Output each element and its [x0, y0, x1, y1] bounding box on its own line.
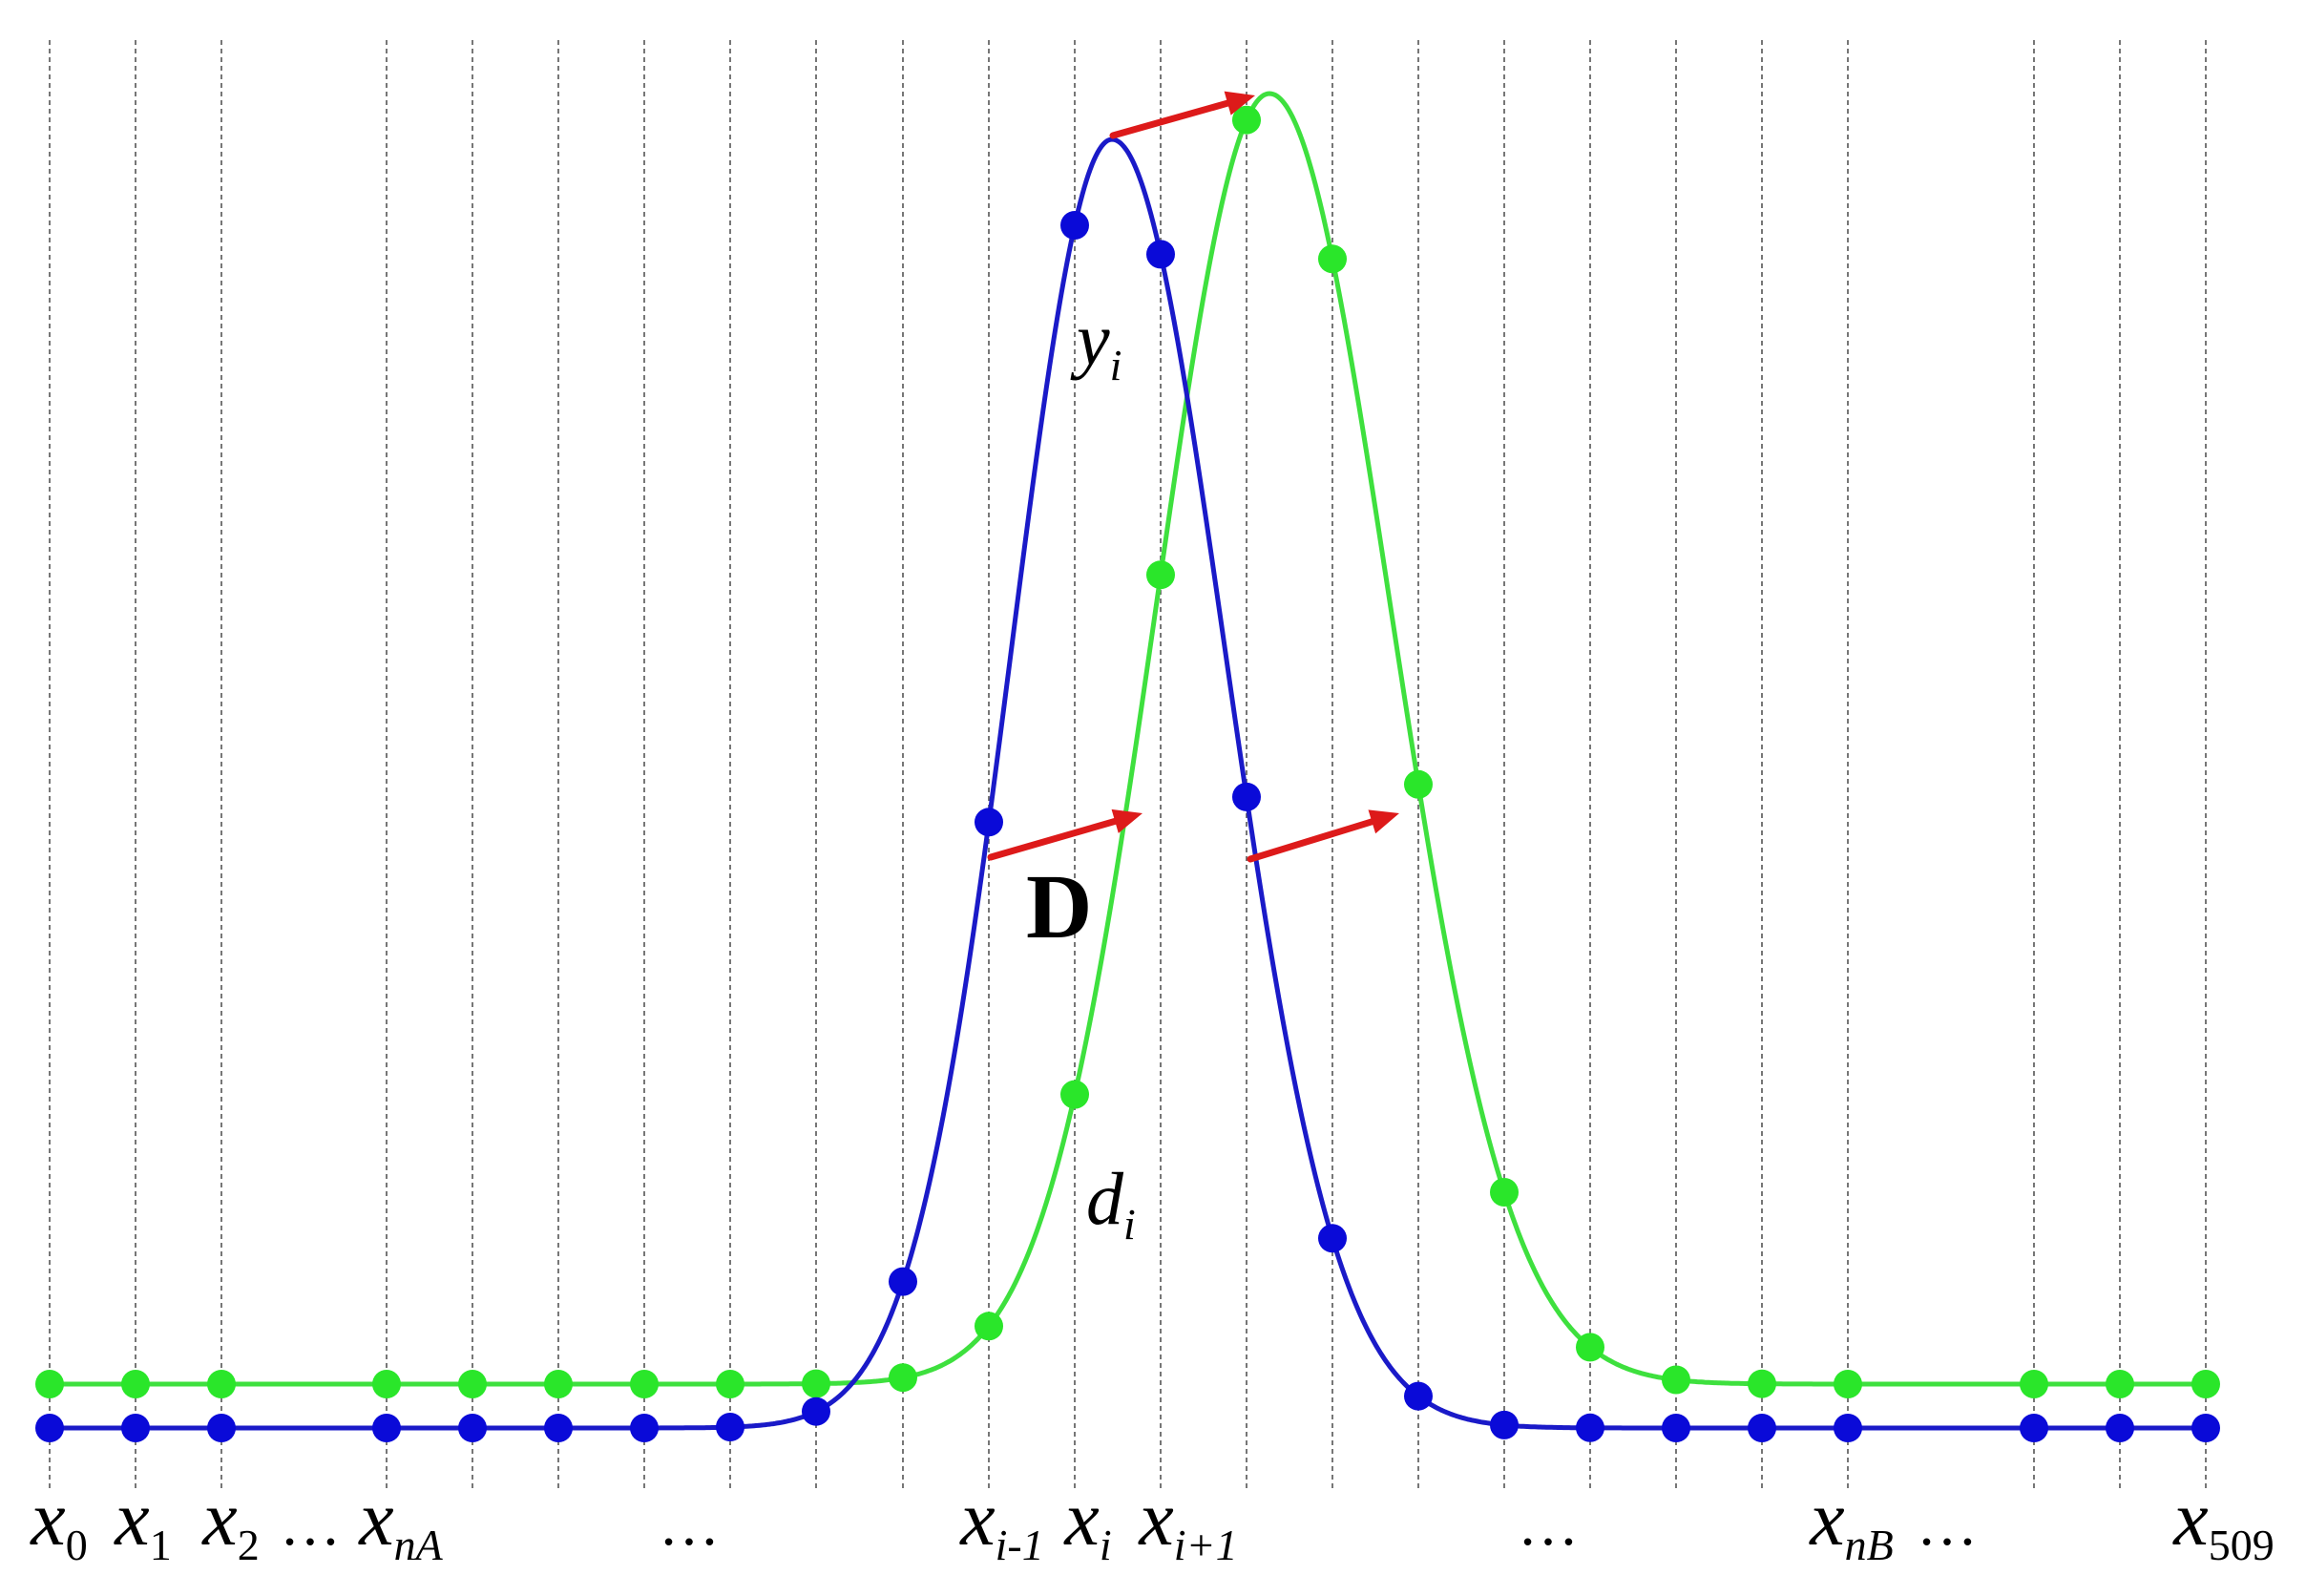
green-point-7 [716, 1370, 744, 1398]
x-axis-ellipsis: … [659, 1490, 720, 1558]
green-point-9 [889, 1363, 917, 1393]
grid-lines [49, 40, 2207, 1491]
x-axis-label-1: x1 [114, 1475, 171, 1569]
blue-point-17 [1576, 1413, 1604, 1442]
blue-point-1 [121, 1414, 150, 1442]
blue-point-7 [716, 1413, 744, 1441]
label-displacement-D: D [1026, 855, 1092, 957]
x-axis-label-i+1: xi+1 [1138, 1475, 1237, 1569]
green-point-12 [1146, 560, 1175, 590]
x-axis-labels: x0 x1 x2… xnA… xi-1 xi xi+1… xnB… x509 [30, 1475, 2274, 1569]
blue-point-21 [2020, 1414, 2048, 1442]
x-axis-label-base: x [959, 1475, 995, 1562]
x-axis-label-subscript: i-1 [996, 1521, 1044, 1569]
x-axis-ellipsis: … [1518, 1490, 1579, 1558]
x-axis-label-base: x [1809, 1475, 1844, 1562]
x-axis-label-base: x [114, 1475, 149, 1562]
blue-point-3 [372, 1414, 401, 1442]
blue-point-22 [2106, 1414, 2134, 1442]
blue-point-13 [1232, 782, 1261, 811]
green-point-20 [1834, 1370, 1862, 1398]
green-point-0 [35, 1370, 64, 1398]
arrow-right [1247, 809, 1399, 863]
x-axis-label-base: x [201, 1475, 237, 1562]
x-axis-ellipsis: … [280, 1490, 341, 1558]
x-axis-label-base: x [2172, 1475, 2208, 1562]
blue-point-11 [1060, 211, 1089, 240]
green-point-6 [630, 1370, 659, 1398]
arrow-left [987, 808, 1143, 861]
x-axis-label-subscript: i+1 [1174, 1521, 1238, 1569]
x-axis-label-subscript: 1 [150, 1521, 172, 1569]
x-axis-label-base: x [30, 1475, 65, 1562]
green-point-2 [207, 1370, 236, 1398]
x-axis-label-subscript: 509 [2209, 1521, 2275, 1569]
green-point-13 [1232, 105, 1261, 135]
blue-point-16 [1490, 1410, 1519, 1439]
x-axis-label-subscript: i [1100, 1521, 1112, 1569]
label-d-i-sub: i [1123, 1200, 1136, 1249]
blue-point-6 [630, 1414, 659, 1442]
blue-point-5 [544, 1414, 573, 1442]
x-axis-label-i-1: xi-1 [959, 1475, 1044, 1569]
green-point-8 [802, 1369, 830, 1398]
label-d-i: di [1086, 1157, 1136, 1249]
green-point-21 [2020, 1370, 2048, 1398]
x-axis-label-nA: xnA [358, 1475, 443, 1569]
x-axis-label-base: x [358, 1475, 393, 1562]
blue-point-18 [1662, 1414, 1690, 1442]
blue-point-14 [1318, 1224, 1347, 1253]
green-point-17 [1576, 1333, 1604, 1362]
blue-point-9 [889, 1267, 917, 1296]
x-axis-label-2: x2 [201, 1475, 259, 1569]
green-point-4 [458, 1370, 487, 1398]
label-y-i-base: y [1070, 298, 1110, 381]
x-axis-label-base: x [1063, 1475, 1099, 1562]
blue-point-0 [35, 1414, 64, 1442]
blue-point-23 [2191, 1414, 2220, 1442]
x-axis-label-nB: xnB [1809, 1475, 1894, 1569]
green-point-22 [2106, 1370, 2134, 1398]
green-point-1 [121, 1370, 150, 1398]
x-axis-label-subscript: nB [1845, 1521, 1894, 1569]
green-point-15 [1404, 769, 1433, 799]
blue-point-4 [458, 1414, 487, 1442]
label-d-i-base: d [1086, 1157, 1124, 1240]
x-axis-label-subscript: 2 [238, 1521, 260, 1569]
blue-sample-points [35, 211, 2220, 1442]
green-point-11 [1060, 1080, 1089, 1109]
blue-point-10 [975, 808, 1003, 837]
green-point-10 [975, 1312, 1003, 1341]
blue-point-12 [1146, 240, 1175, 269]
green-point-18 [1662, 1365, 1690, 1395]
blue-point-2 [207, 1414, 236, 1442]
green-point-14 [1318, 244, 1347, 274]
x-axis-label-i: xi [1063, 1475, 1111, 1569]
x-axis-label-subscript: nA [394, 1521, 444, 1569]
blue-point-15 [1404, 1381, 1433, 1411]
green-sample-points [35, 105, 2220, 1398]
label-y-i: yi [1070, 298, 1122, 389]
blue-point-20 [1834, 1414, 1862, 1442]
green-point-5 [544, 1370, 573, 1398]
green-point-19 [1748, 1369, 1776, 1398]
blue-point-8 [802, 1396, 830, 1426]
blue-point-19 [1748, 1414, 1776, 1442]
green-curve-d [44, 91, 2212, 1387]
green-point-23 [2191, 1370, 2220, 1398]
displacement-arrows [987, 91, 1399, 863]
green-point-16 [1490, 1178, 1519, 1207]
arrow-peak [1109, 91, 1255, 139]
x-axis-label-base: x [1138, 1475, 1173, 1562]
x-axis-label-509: x509 [2172, 1475, 2274, 1569]
label-y-i-sub: i [1110, 341, 1122, 389]
x-axis-label-subscript: 0 [66, 1521, 88, 1569]
x-axis-label-0: x0 [30, 1475, 87, 1569]
x-axis-ellipsis: … [1917, 1490, 1978, 1558]
green-point-3 [372, 1370, 401, 1398]
